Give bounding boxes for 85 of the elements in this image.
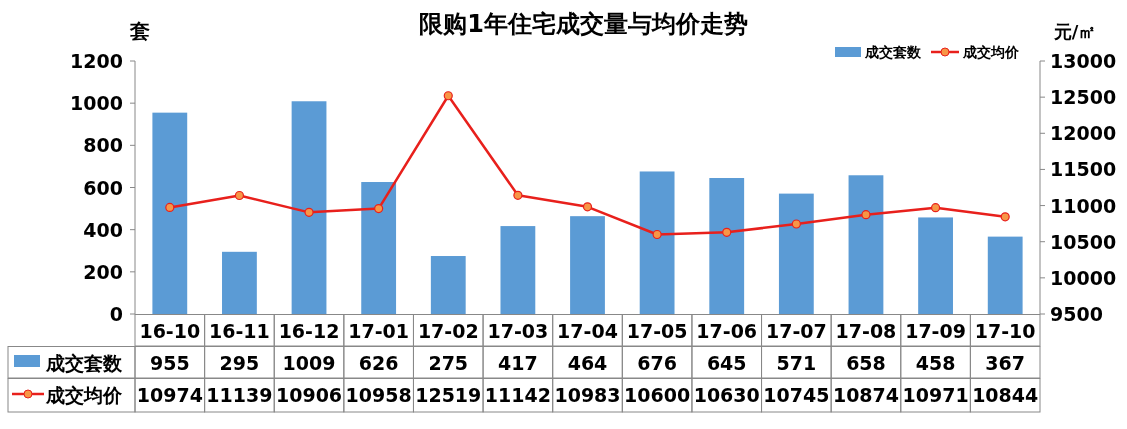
data-label: 295 (219, 352, 260, 374)
x-tick-label: 17-05 (626, 320, 688, 342)
bar (152, 112, 188, 314)
bar (987, 236, 1023, 314)
x-tick-label: 17-07 (765, 320, 827, 342)
point (234, 190, 245, 201)
data-label: 10600 (624, 384, 691, 406)
data-label: 464 (567, 352, 608, 374)
x-tick-label: 16-12 (278, 320, 340, 342)
bar (709, 178, 745, 314)
data-label: 11142 (484, 384, 551, 406)
bar (848, 175, 884, 314)
x-tick-label: 17-03 (487, 320, 549, 342)
point (861, 210, 871, 220)
data-label: 645 (706, 352, 747, 374)
data-label: 275 (428, 352, 469, 374)
point (791, 219, 801, 229)
point (165, 202, 175, 213)
x-tick-label: 17-01 (348, 320, 410, 342)
data-label: 10958 (345, 384, 412, 406)
bar (639, 171, 675, 314)
x-tick-label: 17-06 (696, 320, 758, 342)
x-tick-label: 17-10 (974, 320, 1036, 342)
point (374, 204, 384, 214)
y-tick-label: 1000 (70, 92, 123, 115)
data-label: 417 (498, 352, 538, 374)
data-label: 10971 (902, 384, 969, 406)
point (722, 227, 732, 237)
y-tick-label: 200 (83, 260, 123, 283)
data-label: 367 (985, 352, 1026, 374)
data-label: 12519 (415, 384, 482, 406)
data-label: 11139 (206, 384, 273, 406)
legend-label: 成交均价 (962, 44, 1020, 60)
data-label: 1009 (282, 352, 336, 374)
y2-tick-label: 10500 (1050, 230, 1117, 253)
x-tick-label: 16-11 (209, 320, 270, 342)
data-label: 10745 (763, 384, 830, 406)
point (443, 91, 453, 101)
point (930, 203, 941, 213)
y-tick-label: 600 (83, 176, 123, 199)
y-tick-label: 1200 (70, 50, 123, 72)
bar (222, 251, 257, 314)
data-label: 955 (149, 352, 190, 374)
data-label: 10974 (136, 384, 203, 406)
y-tick-label: 0 (109, 303, 123, 325)
y-tick-label: 400 (83, 218, 123, 241)
data-label: 10630 (693, 384, 760, 406)
data-label: 10983 (554, 384, 621, 406)
bar (570, 216, 605, 314)
bar (918, 217, 953, 314)
point (1000, 212, 1010, 222)
bar (361, 182, 397, 314)
y2-tick-label: 12000 (1050, 122, 1117, 145)
y-axis-title: 套 (129, 19, 150, 43)
y2-tick-label: 11500 (1050, 158, 1117, 181)
data-label: 658 (846, 352, 886, 374)
x-tick-label: 16-10 (139, 320, 201, 342)
data-label: 10844 (972, 384, 1039, 406)
point (304, 207, 314, 217)
data-label: 10906 (275, 384, 343, 406)
point (513, 190, 523, 200)
chart-title: 限购1年住宅成交量与均价走势 (419, 10, 748, 38)
x-tick-label: 17-09 (905, 320, 966, 342)
bar (778, 193, 814, 314)
x-tick-label: 17-02 (417, 320, 479, 342)
y2-axis-title: 元/㎡ (1052, 21, 1097, 42)
y2-tick-label: 10000 (1050, 266, 1117, 289)
data-label: 571 (776, 352, 817, 374)
y2-tick-label: 9500 (1050, 303, 1103, 325)
x-tick-label: 17-04 (557, 320, 618, 342)
y2-tick-label: 12500 (1050, 86, 1117, 109)
bar (500, 226, 536, 314)
point (652, 229, 662, 240)
bar (291, 101, 327, 314)
y2-tick-label: 11000 (1050, 194, 1117, 217)
bar (430, 256, 466, 314)
x-tick-label: 17-08 (835, 320, 897, 342)
data-label: 626 (358, 352, 399, 374)
legend-label: 成交套数 (864, 44, 922, 60)
data-label: 676 (637, 352, 677, 374)
data-label: 10874 (832, 384, 900, 406)
point (582, 202, 593, 212)
data-label: 458 (915, 352, 956, 374)
y-tick-label: 800 (83, 134, 123, 157)
y2-tick-label: 13000 (1050, 50, 1117, 72)
